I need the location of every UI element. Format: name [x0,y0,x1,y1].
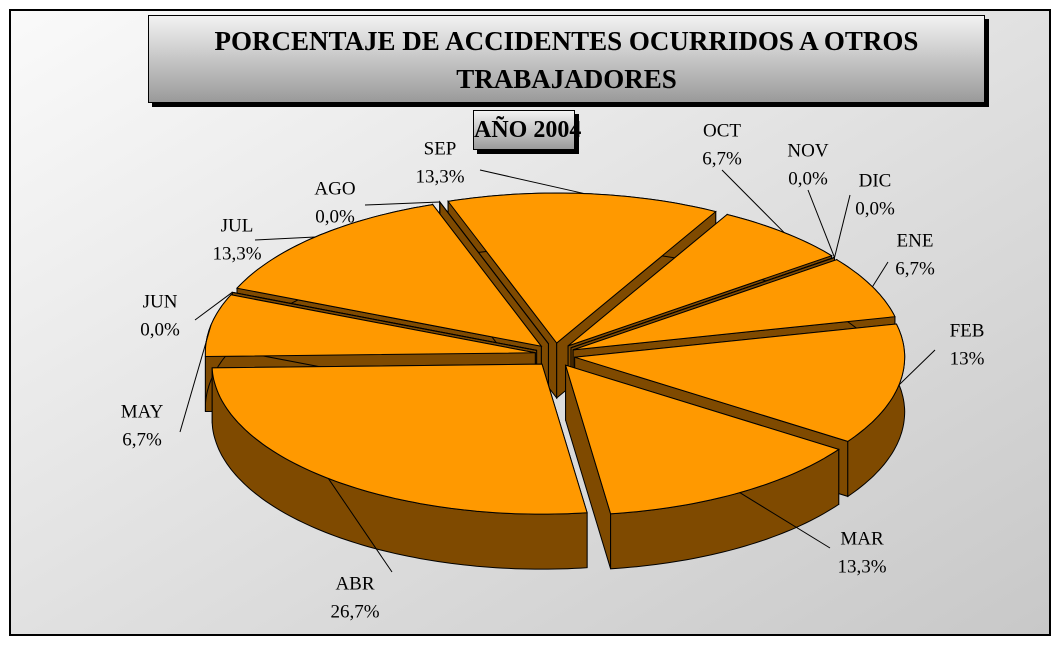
leader-line [479,169,585,195]
leader-line [254,236,316,241]
category-label: MAR [840,528,884,549]
slice-top [567,213,833,347]
leader-line [327,478,393,573]
slice-top [447,192,717,344]
leader-line [194,291,233,321]
category-label: SEP [424,138,457,159]
value-label: 6,7% [122,429,162,450]
category-label: JUL [221,215,254,236]
chart-title: PORCENTAJE DE ACCIDENTES OCURRIDOS A OTR… [148,15,985,103]
slice [211,363,588,570]
value-label: 6,7% [895,258,935,279]
leader-line [872,261,889,288]
leader-line [834,194,851,258]
leader-line [721,169,785,233]
leader-line [739,492,831,549]
slice-top [204,294,536,358]
value-label: 13,3% [415,166,464,187]
value-label: 13,3% [837,556,886,577]
category-label: AGO [314,178,355,199]
category-label: FEB [950,320,985,341]
value-label: 26,7% [330,601,379,622]
leader-line [179,324,212,433]
category-label: ENE [897,230,934,251]
category-label: DIC [859,170,892,191]
value-label: 13,3% [212,243,261,264]
slice-top [232,291,537,351]
category-label: MAY [121,401,164,422]
slice-top [235,204,543,348]
category-label: JUN [143,291,178,312]
leader-line [898,349,936,386]
value-label: 0,0% [315,206,355,227]
leader-line [807,189,835,258]
category-label: ABR [335,573,374,594]
category-label: OCT [703,120,741,141]
value-label: 6,7% [702,148,742,169]
leader-line [364,201,440,206]
slice-top [564,364,840,515]
chart-subtitle: AÑO 2004 [473,110,581,150]
value-label: 13% [950,348,985,369]
value-label: 0,0% [855,198,895,219]
category-label: NOV [787,140,828,161]
slice-top [439,201,549,345]
slice [564,364,840,570]
value-label: 0,0% [140,319,180,340]
value-label: 0,0% [788,168,828,189]
